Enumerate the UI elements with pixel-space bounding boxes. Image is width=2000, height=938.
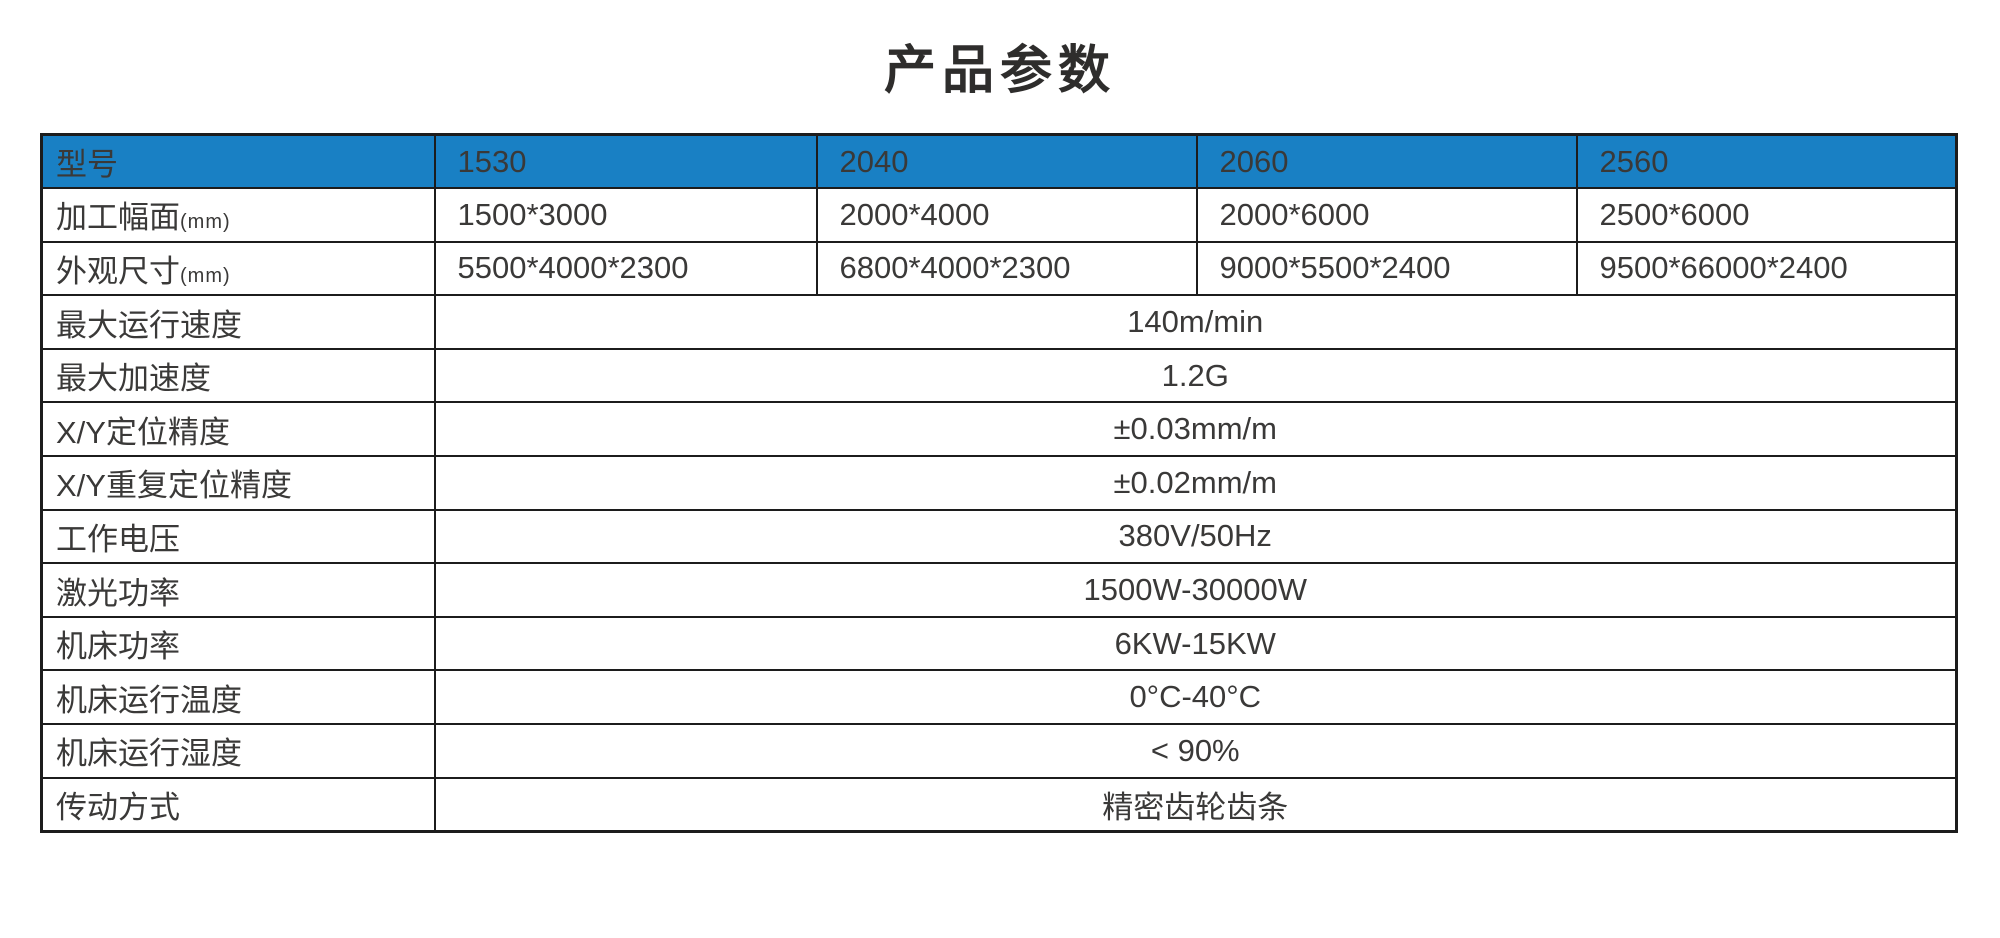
table-row-laser-power: 激光功率 1500W-30000W: [40, 562, 1958, 618]
row-label-text: 加工幅面: [56, 200, 180, 236]
header-model-2560: 2560: [1575, 133, 1958, 190]
cell-value: 0°C-40°C: [433, 669, 1958, 726]
table-row-max-speed: 最大运行速度 140m/min: [40, 294, 1958, 350]
cell-value: 1500W-30000W: [433, 562, 1958, 618]
cell-value: ±0.03mm/m: [433, 401, 1958, 458]
row-label: 机床功率: [40, 615, 436, 672]
row-label-text: 外观尺寸: [56, 253, 180, 289]
cell-value: 2000*6000: [1195, 187, 1578, 243]
header-model-2040: 2040: [815, 133, 1198, 190]
header-model-label: 型号: [40, 133, 436, 190]
row-label-unit: (mm): [180, 211, 231, 234]
header-model-1530: 1530: [433, 133, 818, 190]
cell-value: 5500*4000*2300: [433, 240, 818, 297]
cell-value: 6KW-15KW: [433, 615, 1958, 672]
cell-value: 2500*6000: [1575, 187, 1958, 243]
cell-value: 380V/50Hz: [433, 508, 1958, 565]
row-label: X/Y定位精度: [40, 401, 436, 458]
table-header-row: 型号 1530 2040 2060 2560: [40, 133, 1958, 190]
row-label: 加工幅面(mm): [40, 187, 436, 243]
row-label: 最大运行速度: [40, 294, 436, 350]
cell-value: 6800*4000*2300: [815, 240, 1198, 297]
cell-value: 9500*66000*2400: [1575, 240, 1958, 297]
row-label-unit: (mm): [180, 264, 231, 287]
table-row-working-area: 加工幅面(mm) 1500*3000 2000*4000 2000*6000 2…: [40, 187, 1958, 243]
header-model-2060: 2060: [1195, 133, 1578, 190]
cell-value: 9000*5500*2400: [1195, 240, 1578, 297]
row-label: 激光功率: [40, 562, 436, 618]
cell-value: < 90%: [433, 723, 1958, 779]
table-row-max-acceleration: 最大加速度 1.2G: [40, 347, 1958, 404]
row-label: 机床运行温度: [40, 669, 436, 726]
table-row-positioning-accuracy: X/Y定位精度 ±0.03mm/m: [40, 401, 1958, 458]
table-row-transmission-type: 传动方式 精密齿轮齿条: [40, 776, 1958, 833]
row-label: 最大加速度: [40, 347, 436, 404]
cell-value: 1.2G: [433, 347, 1958, 404]
cell-value: 精密齿轮齿条: [433, 776, 1958, 833]
cell-value: ±0.02mm/m: [433, 455, 1958, 511]
table-row-operating-temperature: 机床运行温度 0°C-40°C: [40, 669, 1958, 726]
table-row-working-voltage: 工作电压 380V/50Hz: [40, 508, 1958, 565]
table-row-dimensions: 外观尺寸(mm) 5500*4000*2300 6800*4000*2300 9…: [40, 240, 1958, 297]
cell-value: 1500*3000: [433, 187, 818, 243]
row-label: X/Y重复定位精度: [40, 455, 436, 511]
row-label: 传动方式: [40, 776, 436, 833]
row-label: 外观尺寸(mm): [40, 240, 436, 297]
page-title: 产品参数: [883, 42, 1116, 100]
row-label: 机床运行湿度: [40, 723, 436, 779]
product-spec-table: 型号 1530 2040 2060 2560 加工幅面(mm) 1500*300…: [40, 133, 1958, 833]
cell-value: 2000*4000: [815, 187, 1198, 243]
row-label: 工作电压: [40, 508, 436, 565]
table-row-repeat-positioning-accuracy: X/Y重复定位精度 ±0.02mm/m: [40, 455, 1958, 511]
cell-value: 140m/min: [433, 294, 1958, 350]
table-row-operating-humidity: 机床运行湿度 < 90%: [40, 723, 1958, 779]
table-row-machine-power: 机床功率 6KW-15KW: [40, 615, 1958, 672]
